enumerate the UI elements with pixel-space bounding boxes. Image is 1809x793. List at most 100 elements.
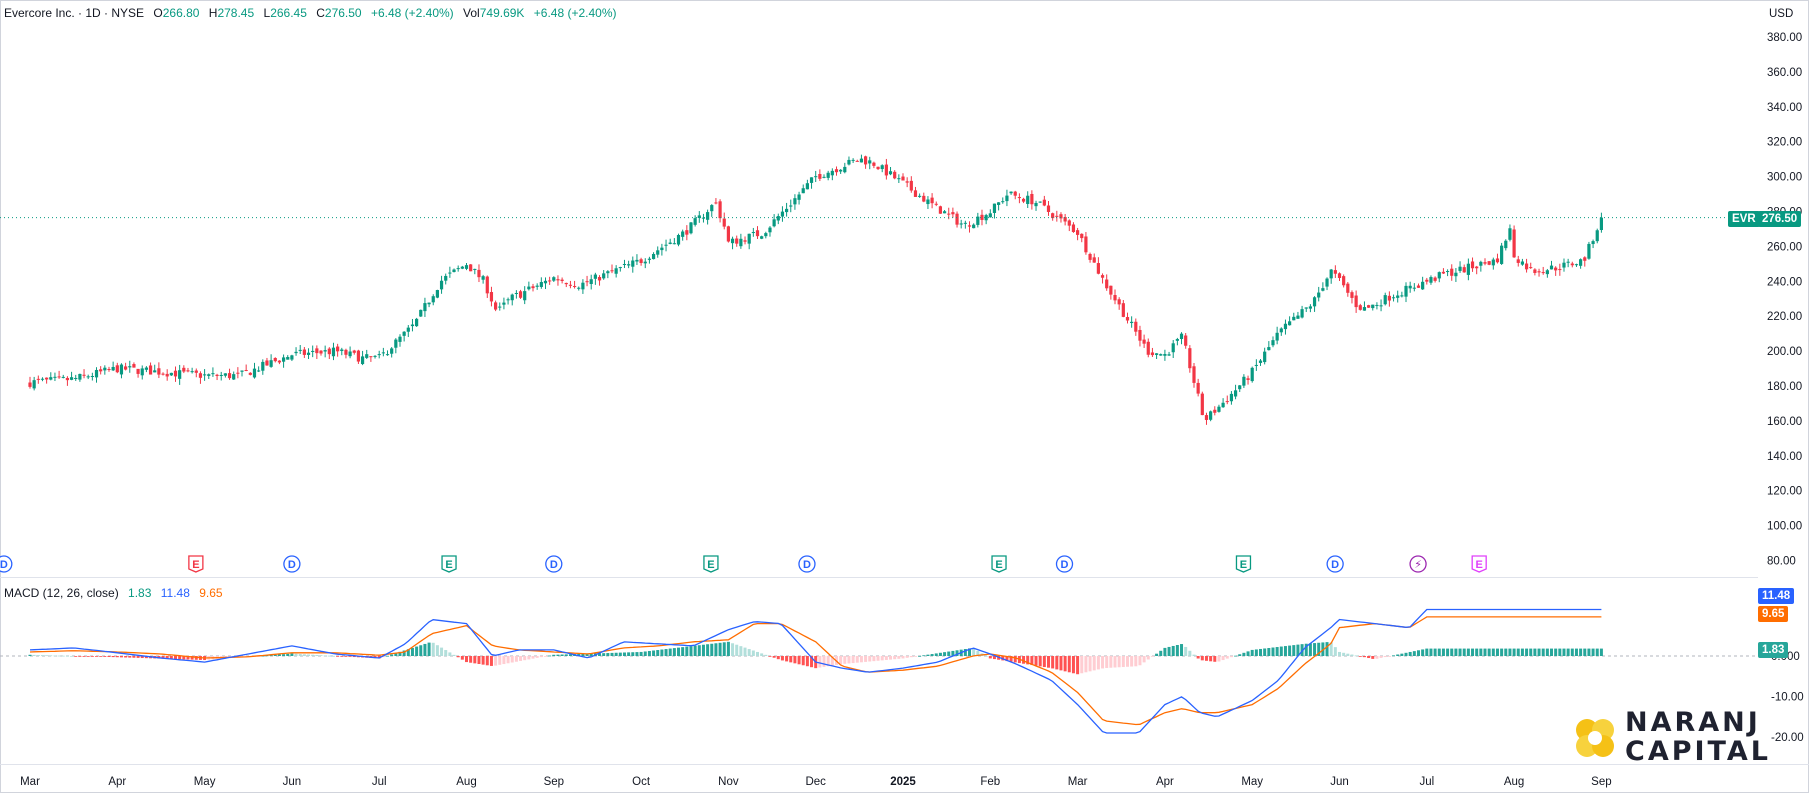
macd-hist-bar bbox=[1313, 643, 1317, 656]
macd-hist-bar bbox=[1059, 656, 1063, 671]
macd-hist-bar bbox=[681, 647, 685, 656]
macd-hist-tag: 1.83 bbox=[1758, 642, 1789, 658]
candle-body bbox=[331, 347, 336, 357]
high-label: H bbox=[208, 6, 218, 20]
marker-label: E bbox=[707, 559, 714, 571]
candle-body bbox=[618, 267, 622, 269]
candle-body bbox=[1254, 364, 1258, 366]
candle-body bbox=[930, 197, 934, 204]
candle-body bbox=[1088, 253, 1092, 260]
currency-label[interactable]: USD bbox=[1769, 8, 1794, 20]
price-axis-label: 200.00 bbox=[1767, 346, 1802, 358]
dividend-marker-icon: D bbox=[798, 555, 816, 573]
candle-body bbox=[203, 374, 207, 376]
macd-hist-bar bbox=[872, 656, 876, 662]
symbol-title[interactable]: Evercore Inc. · 1D · NYSE bbox=[4, 6, 145, 20]
candle-body bbox=[219, 374, 223, 376]
candle-body bbox=[1362, 307, 1367, 311]
candle-body bbox=[124, 366, 128, 370]
candle-body bbox=[967, 225, 972, 227]
candle-body bbox=[814, 176, 818, 178]
candle-body bbox=[622, 263, 627, 265]
candle-body bbox=[489, 292, 494, 302]
macd-hist-bar bbox=[1333, 647, 1337, 656]
candle-body bbox=[997, 202, 1001, 205]
macd-hist-bar bbox=[489, 656, 493, 666]
close-value: 276.50 bbox=[324, 6, 362, 20]
candle-body bbox=[735, 238, 739, 244]
macd-hist-bar bbox=[32, 654, 36, 656]
marker-label: E bbox=[192, 559, 199, 571]
macd-hist-bar bbox=[103, 656, 107, 657]
candle-body bbox=[1354, 295, 1358, 308]
macd-hist-bar bbox=[435, 645, 439, 656]
macd-hist-bar bbox=[298, 654, 302, 656]
macd-hist-bar bbox=[394, 653, 398, 656]
candle-body bbox=[764, 233, 768, 237]
candle-body bbox=[1541, 272, 1545, 274]
time-axis-label: Jul bbox=[1419, 776, 1434, 788]
candle-body bbox=[972, 224, 976, 229]
candle-body bbox=[951, 212, 955, 215]
marker-shape bbox=[283, 555, 301, 573]
candle-body bbox=[1396, 295, 1400, 298]
candle-body bbox=[1059, 214, 1063, 219]
candle-body bbox=[1421, 281, 1425, 290]
open-label: O bbox=[153, 6, 163, 20]
candle-body bbox=[111, 366, 115, 371]
macd-hist-bar bbox=[539, 656, 543, 658]
macd-hist-bar bbox=[627, 652, 631, 656]
macd-hist-bar bbox=[473, 656, 477, 664]
macd-hist-bar bbox=[963, 649, 967, 656]
earnings-beat-marker-icon: E bbox=[703, 555, 719, 573]
macd-hist-bar bbox=[739, 646, 743, 656]
macd-hist-bar bbox=[905, 656, 909, 658]
candle-body bbox=[1558, 269, 1562, 271]
candle-body bbox=[369, 356, 373, 358]
marker-label: D bbox=[803, 559, 811, 571]
macd-hist-bar bbox=[282, 654, 286, 656]
open-value: 266.80 bbox=[162, 6, 200, 20]
candle-body bbox=[427, 302, 431, 305]
candle-body bbox=[959, 223, 963, 225]
candle-body bbox=[1167, 354, 1171, 356]
candle-body bbox=[481, 276, 485, 280]
candle-body bbox=[1021, 198, 1026, 202]
macd-line-value: 11.48 bbox=[160, 586, 190, 600]
macd-hist-bar bbox=[1375, 656, 1379, 659]
marker-shape bbox=[798, 555, 816, 573]
candle-body bbox=[955, 213, 959, 225]
macd-hist-bar bbox=[951, 650, 955, 656]
price-axis-label: 300.00 bbox=[1767, 172, 1802, 184]
candle-body bbox=[148, 365, 153, 375]
candle-body bbox=[298, 349, 302, 351]
candle-body bbox=[801, 188, 805, 194]
macd-hist-bar bbox=[95, 656, 99, 657]
marker-label: E bbox=[445, 559, 452, 571]
macd-hist-bar bbox=[1446, 648, 1450, 656]
macd-hist-bar bbox=[49, 655, 53, 657]
macd-hist-bar bbox=[182, 656, 186, 660]
macd-hist-bar bbox=[1109, 656, 1113, 668]
macd-hist-bar bbox=[1130, 656, 1134, 667]
candle-body bbox=[718, 201, 722, 219]
macd-hist-bar bbox=[643, 651, 647, 656]
macd-hist-bar bbox=[1529, 648, 1533, 656]
macd-hist-bar bbox=[1520, 648, 1524, 656]
macd-hist-bar bbox=[1180, 644, 1184, 656]
candle-body bbox=[805, 183, 809, 190]
candle-body bbox=[157, 368, 161, 375]
macd-hist-bar bbox=[1554, 648, 1558, 656]
candle-body bbox=[760, 236, 764, 239]
macd-hist-bar bbox=[1495, 648, 1499, 656]
price-axis-label: 340.00 bbox=[1767, 102, 1802, 114]
macd-hist-bar bbox=[864, 656, 868, 662]
candle-body bbox=[261, 361, 265, 371]
macd-hist-bar bbox=[1550, 648, 1554, 656]
macd-title[interactable]: MACD (12, 26, close) bbox=[4, 586, 119, 600]
candle-body bbox=[523, 291, 527, 301]
candle-body bbox=[1520, 261, 1525, 265]
candle-body bbox=[818, 173, 822, 179]
